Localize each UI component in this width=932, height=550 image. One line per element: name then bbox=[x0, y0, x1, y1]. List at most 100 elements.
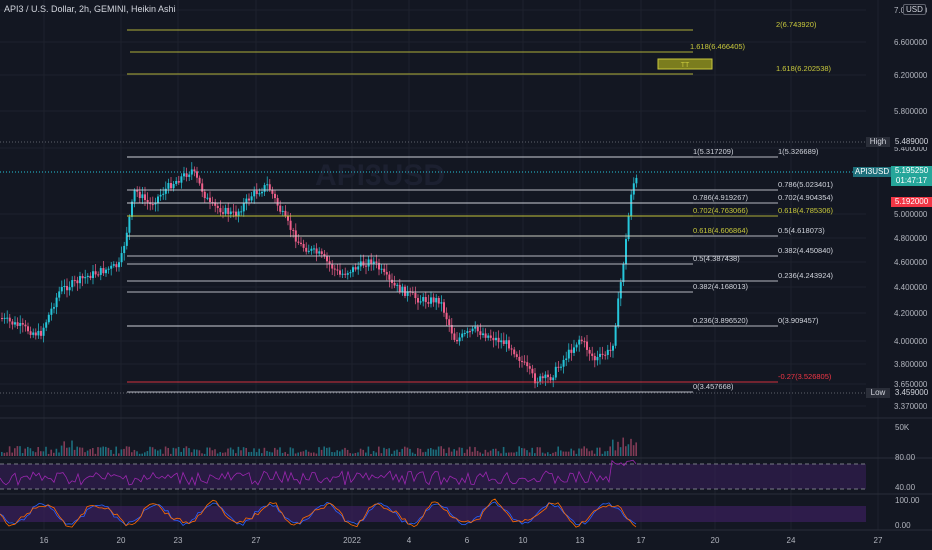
volume-bar bbox=[476, 450, 479, 456]
volume-bar bbox=[172, 447, 175, 456]
volume-bar bbox=[575, 453, 578, 456]
candle bbox=[547, 374, 549, 378]
volume-bar bbox=[625, 446, 627, 456]
candle bbox=[635, 177, 638, 184]
candle bbox=[372, 261, 375, 264]
watermark: API3USD bbox=[315, 159, 445, 192]
candle bbox=[583, 341, 586, 343]
volume-bar bbox=[305, 449, 307, 456]
candle bbox=[271, 189, 274, 194]
volume-bar bbox=[253, 448, 255, 456]
volume-bar bbox=[469, 446, 471, 456]
candle bbox=[193, 169, 196, 172]
time-axis: 16 20 23 27 2022 4 6 10 13 17 20 24 27 bbox=[0, 529, 932, 545]
volume-bar bbox=[619, 447, 622, 456]
volume-bar bbox=[331, 452, 333, 456]
candle bbox=[177, 180, 180, 183]
candle bbox=[554, 366, 557, 378]
y-tick-label: 4.400000 bbox=[894, 283, 928, 292]
candle bbox=[146, 199, 149, 203]
low-label: Low bbox=[871, 388, 886, 397]
volume-bar bbox=[271, 452, 273, 456]
candle bbox=[604, 354, 607, 356]
candles bbox=[1, 162, 638, 389]
chart-title: API3 / U.S. Dollar, 2h, GEMINI, Heikin A… bbox=[4, 4, 176, 14]
target-box-label: TT bbox=[681, 62, 690, 69]
candle bbox=[500, 340, 503, 343]
candle bbox=[34, 332, 37, 336]
candle bbox=[229, 211, 232, 215]
candle bbox=[632, 183, 635, 195]
y-tick-label: 6.600000 bbox=[894, 38, 928, 47]
candle bbox=[123, 245, 126, 254]
volume-bar bbox=[66, 447, 68, 456]
candle bbox=[307, 250, 310, 252]
volume-bar bbox=[263, 447, 266, 456]
volume-bar bbox=[435, 449, 437, 456]
volume-bar bbox=[279, 447, 281, 456]
volume-bar bbox=[401, 448, 403, 456]
candle bbox=[216, 205, 219, 209]
volume-bar bbox=[411, 452, 414, 456]
volume-bar bbox=[255, 452, 258, 456]
fib-label: 0.618(4.785306) bbox=[778, 206, 834, 215]
volume-bar bbox=[489, 450, 492, 456]
candle bbox=[539, 376, 542, 382]
fib-label: 1.618(6.466405) bbox=[690, 42, 746, 51]
candle bbox=[21, 322, 24, 325]
candle bbox=[562, 359, 565, 367]
last-price: 5.195250 bbox=[895, 166, 929, 175]
candle bbox=[375, 261, 378, 263]
candle bbox=[266, 184, 269, 186]
volume-bar bbox=[53, 452, 55, 456]
candle bbox=[521, 360, 523, 362]
candle bbox=[53, 307, 55, 309]
currency-badge[interactable]: USD bbox=[903, 4, 926, 15]
volume-bar bbox=[250, 451, 253, 456]
volume-bar bbox=[1, 451, 3, 456]
volume-bar bbox=[292, 448, 294, 456]
candle bbox=[344, 273, 347, 275]
volume-bar bbox=[177, 446, 180, 456]
volume-bar bbox=[385, 449, 388, 456]
candle bbox=[448, 319, 451, 326]
volume-bar bbox=[151, 447, 154, 456]
fib-label: 0.786(4.919267) bbox=[693, 193, 749, 202]
volume-bar bbox=[209, 447, 211, 456]
volume-bar bbox=[580, 448, 583, 456]
volume-bar bbox=[27, 446, 29, 456]
candle bbox=[336, 269, 339, 271]
volume-bar bbox=[492, 448, 494, 456]
x-tick-label: 27 bbox=[252, 536, 261, 545]
candle bbox=[276, 198, 279, 206]
rsi-line bbox=[0, 459, 637, 487]
candle bbox=[300, 242, 302, 244]
y-tick-label: 5.000000 bbox=[894, 210, 928, 219]
volume-bar bbox=[313, 452, 315, 456]
x-tick-label: 4 bbox=[407, 536, 412, 545]
volume-bar bbox=[14, 448, 16, 456]
volume-bar bbox=[393, 450, 396, 456]
candle bbox=[482, 333, 484, 336]
volume-bar bbox=[188, 448, 190, 456]
candle bbox=[131, 201, 133, 217]
volume-bar bbox=[632, 445, 635, 456]
volume-bar bbox=[138, 453, 141, 456]
candle bbox=[255, 190, 258, 195]
volume-bar bbox=[240, 450, 242, 456]
candle bbox=[89, 275, 92, 279]
volume-bar bbox=[612, 439, 614, 456]
candle bbox=[227, 207, 230, 215]
candle bbox=[526, 362, 529, 367]
volume-bar bbox=[500, 453, 502, 456]
volume-bar bbox=[196, 449, 198, 456]
volume-bar bbox=[547, 452, 549, 456]
x-tick-label: 24 bbox=[787, 536, 796, 545]
volume-bar bbox=[193, 449, 195, 456]
volume-bar bbox=[487, 452, 489, 456]
candle bbox=[502, 340, 505, 344]
candle bbox=[141, 194, 144, 199]
volume-bar bbox=[29, 448, 32, 456]
x-tick-label: 13 bbox=[576, 536, 585, 545]
